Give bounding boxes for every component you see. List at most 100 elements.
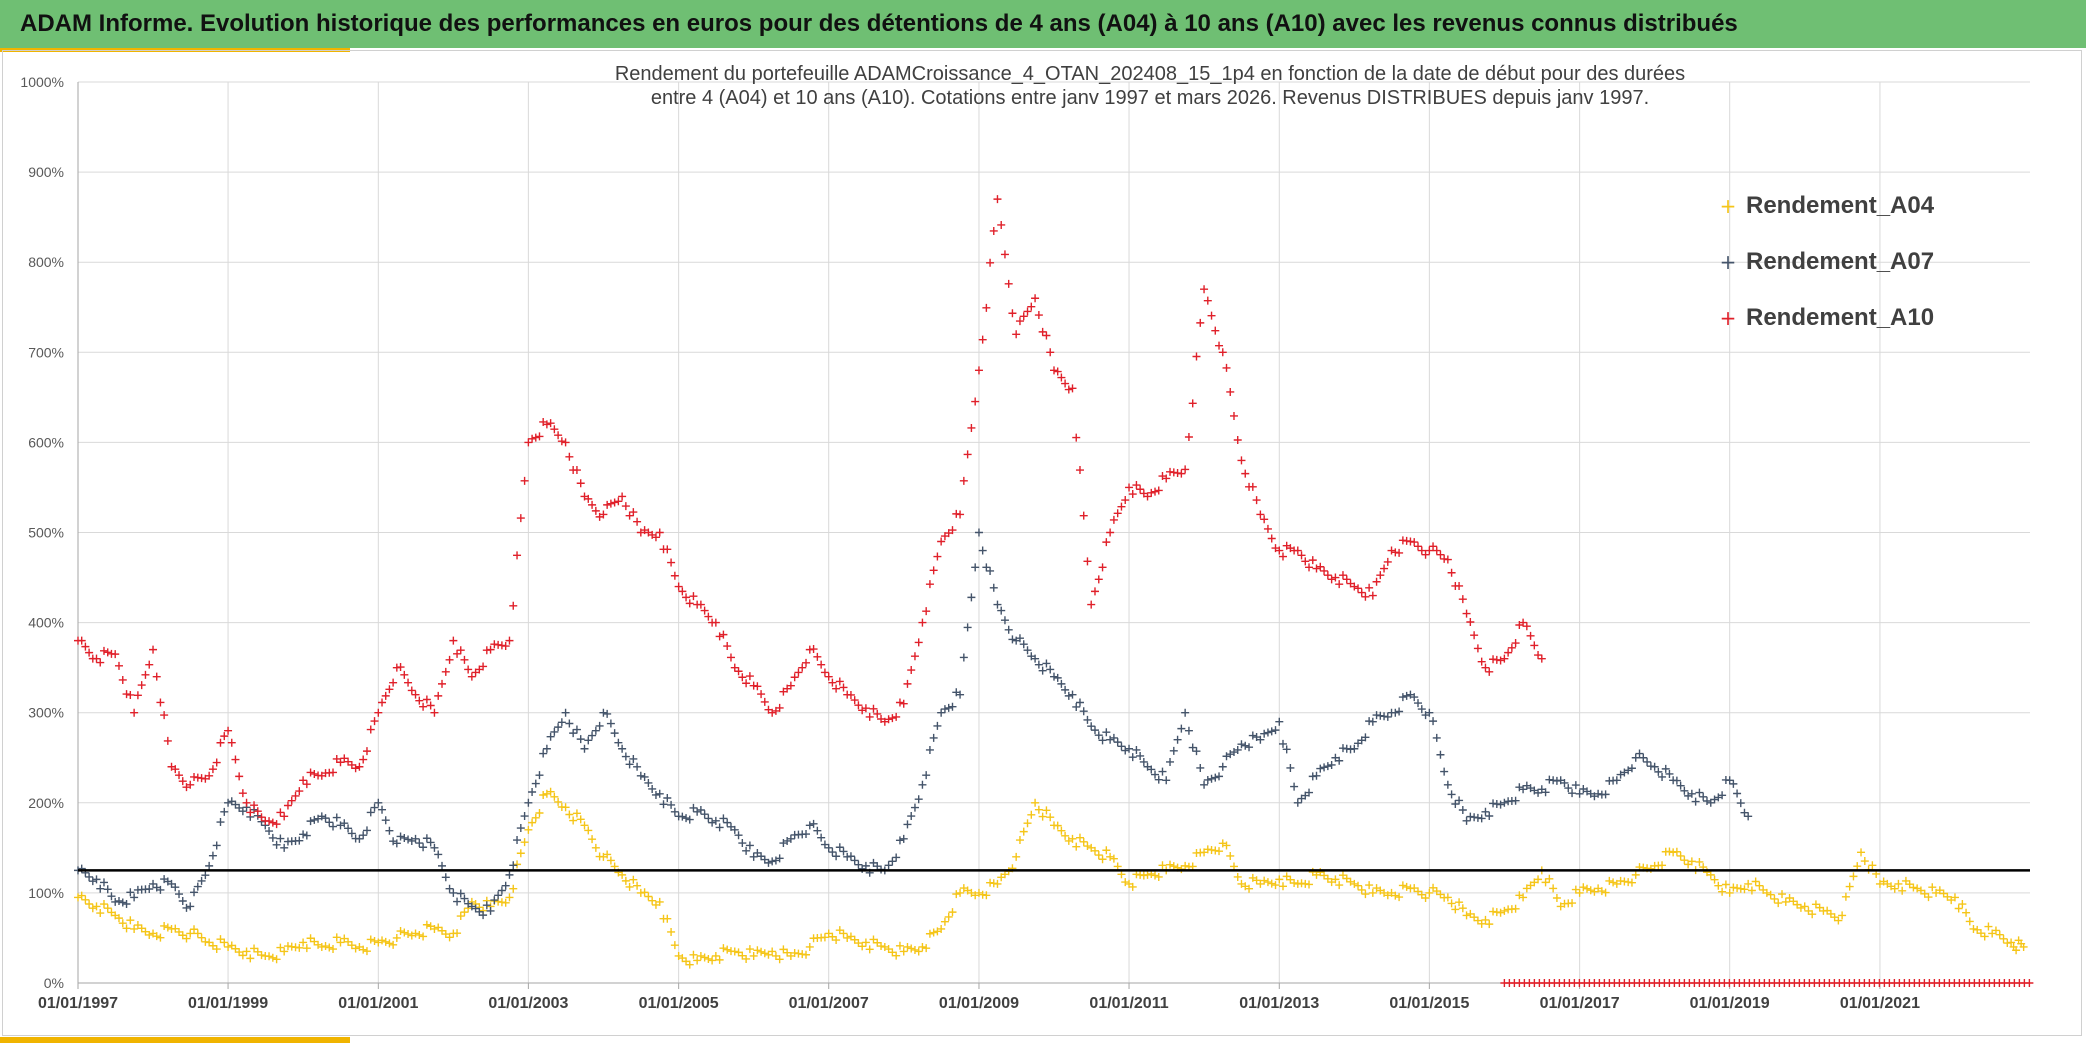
data-point-rendement_a04 xyxy=(561,803,570,812)
data-point-rendement_a07 xyxy=(1245,743,1254,752)
data-point-rendement_a07 xyxy=(1278,739,1287,748)
data-point-rendement_a07 xyxy=(1496,800,1505,809)
data-point-rendement_a07 xyxy=(216,818,225,827)
data-point-rendement_a10 xyxy=(865,712,874,721)
data-point-rendement_a10 xyxy=(663,545,672,554)
data-point-rendement_a10 xyxy=(1222,363,1231,372)
data-point-rendement_a10 xyxy=(291,791,300,800)
data-point-rendement_a10 xyxy=(1376,571,1385,580)
data-point-rendement_a04 xyxy=(1068,834,1077,843)
data-point-rendement_a04 xyxy=(505,893,514,902)
data-point-rendement_a10 xyxy=(1019,312,1028,321)
data-point-rendement_a04 xyxy=(554,797,563,806)
data-point-rendement_a04 xyxy=(1627,878,1636,887)
data-point-rendement_a07 xyxy=(1188,743,1197,752)
data-point-rendement_a10 xyxy=(925,580,934,589)
data-point-rendement_a10 xyxy=(1233,435,1242,444)
data-point-rendement_a07 xyxy=(513,836,522,845)
data-point-rendement_a07 xyxy=(193,882,202,891)
data-point-rendement_a10 xyxy=(1102,538,1111,547)
data-point-rendement_a10 xyxy=(1335,580,1344,589)
data-point-rendement_a04 xyxy=(81,895,90,904)
data-point-rendement_a10 xyxy=(610,498,619,507)
data-point-rendement_a07 xyxy=(479,911,488,920)
y-tick-label: 1000% xyxy=(20,74,64,90)
data-point-rendement_a07 xyxy=(1196,763,1205,772)
data-point-rendement_a10 xyxy=(513,551,522,560)
data-point-rendement_a04 xyxy=(719,944,728,953)
data-point-rendement_a04 xyxy=(1545,874,1554,883)
data-point-rendement_a04 xyxy=(1687,857,1696,866)
data-point-rendement_a07 xyxy=(381,816,390,825)
data-point-rendement_a10 xyxy=(873,709,882,718)
data-point-rendement_a10 xyxy=(276,808,285,817)
data-point-rendement_a04 xyxy=(422,920,431,929)
data-point-rendement_a07 xyxy=(809,819,818,828)
data-point-rendement_a10 xyxy=(757,690,766,699)
data-point-rendement_a04 xyxy=(956,888,965,897)
data-point-rendement_a10 xyxy=(171,765,180,774)
data-point-rendement_a10 xyxy=(122,690,131,699)
data-point-rendement_a07 xyxy=(208,851,217,860)
data-point-rendement_a07 xyxy=(861,861,870,870)
data-point-rendement_a10 xyxy=(1526,631,1535,640)
data-point-rendement_a10 xyxy=(1305,563,1314,572)
data-point-rendement_a04 xyxy=(1075,833,1084,842)
data-point-rendement_a07 xyxy=(572,725,581,734)
data-point-rendement_a07 xyxy=(336,821,345,830)
data-point-rendement_a04 xyxy=(700,953,709,962)
data-point-rendement_a10 xyxy=(719,630,728,639)
data-point-rendement_a07 xyxy=(272,840,281,849)
data-point-rendement_a04 xyxy=(1094,851,1103,860)
data-point-rendement_a07 xyxy=(1725,776,1734,785)
data-point-rendement_a10 xyxy=(1537,654,1546,663)
data-point-rendement_a07 xyxy=(1612,776,1621,785)
data-point-rendement_a04 xyxy=(982,891,991,900)
data-point-rendement_a10 xyxy=(884,715,893,724)
data-point-rendement_a10 xyxy=(1027,302,1036,311)
data-point-rendement_a07 xyxy=(197,876,206,885)
data-point-rendement_a07 xyxy=(1560,778,1569,787)
data-point-rendement_a04 xyxy=(591,843,600,852)
data-point-rendement_a07 xyxy=(618,744,627,753)
data-point-rendement_a07 xyxy=(775,854,784,863)
data-point-rendement_a04 xyxy=(1151,871,1160,880)
x-tick-label: 01/01/2005 xyxy=(639,995,719,1012)
data-point-rendement_a04 xyxy=(272,955,281,964)
data-point-rendement_a04 xyxy=(588,835,597,844)
y-tick-label: 900% xyxy=(28,164,64,180)
data-point-rendement_a04 xyxy=(1357,885,1366,894)
data-point-rendement_a07 xyxy=(986,566,995,575)
data-point-rendement_a07 xyxy=(1128,753,1137,762)
x-tick-label: 01/01/2021 xyxy=(1840,995,1920,1012)
data-point-rendement_a10 xyxy=(1361,592,1370,601)
data-point-rendement_a10 xyxy=(542,420,551,429)
data-point-rendement_a04 xyxy=(711,951,720,960)
data-point-rendement_a10 xyxy=(438,679,447,688)
data-point-rendement_a07 xyxy=(1676,781,1685,790)
data-point-rendement_a10 xyxy=(959,476,968,485)
data-point-rendement_a07 xyxy=(1661,764,1670,773)
data-point-rendement_a07 xyxy=(659,800,668,809)
y-tick-label: 400% xyxy=(28,615,64,631)
data-point-rendement_a07 xyxy=(1053,673,1062,682)
data-point-rendement_a07 xyxy=(1064,691,1073,700)
data-point-rendement_a10 xyxy=(1083,557,1092,566)
data-point-rendement_a04 xyxy=(802,950,811,959)
data-point-rendement_a07 xyxy=(1117,742,1126,751)
data-point-rendement_a10 xyxy=(1365,583,1374,592)
data-point-rendement_a07 xyxy=(708,818,717,827)
data-point-rendement_a04 xyxy=(745,945,754,954)
data-point-rendement_a07 xyxy=(696,806,705,815)
data-point-rendement_a10 xyxy=(1012,330,1021,339)
data-point-rendement_a10 xyxy=(768,708,777,717)
data-point-rendement_a10 xyxy=(1354,584,1363,593)
data-point-rendement_a10 xyxy=(1000,250,1009,259)
data-point-rendement_a10 xyxy=(430,708,439,717)
data-point-rendement_a07 xyxy=(1260,729,1269,738)
data-point-rendement_a07 xyxy=(633,762,642,771)
data-point-rendement_a07 xyxy=(347,829,356,838)
data-point-rendement_a04 xyxy=(351,944,360,953)
data-point-rendement_a10 xyxy=(1143,492,1152,501)
data-point-rendement_a10 xyxy=(839,683,848,692)
